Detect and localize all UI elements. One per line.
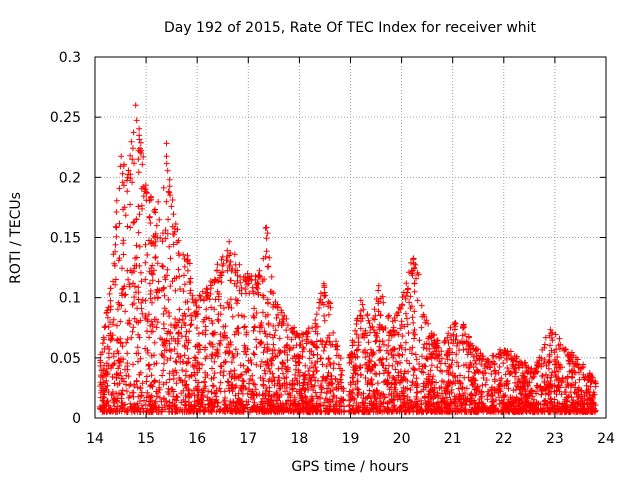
x-tick-label: 16	[188, 431, 206, 447]
x-axis-label: GPS time / hours	[291, 459, 408, 475]
x-tick-label: 24	[597, 431, 615, 447]
data-points	[97, 102, 599, 415]
roti-points	[97, 102, 599, 415]
y-tick-label: 0.1	[59, 291, 81, 307]
grid	[95, 57, 606, 418]
x-tick-label: 15	[137, 431, 155, 447]
y-tick-label: 0.15	[50, 231, 81, 247]
y-tick-label: 0.2	[59, 170, 81, 186]
x-tick-label: 20	[393, 431, 411, 447]
x-tick-label: 17	[239, 431, 257, 447]
y-tick-label: 0.3	[59, 50, 81, 66]
y-tick-label: 0.05	[50, 351, 81, 367]
axes: 14 15 16 17 18 19 20 21 22 23 24 0 0.05 0.1 0.15 0.2 0.2…	[50, 50, 615, 447]
y-tick-label: 0	[72, 411, 81, 427]
y-axis-label: ROTI / TECUs	[8, 192, 24, 284]
x-tick-label: 18	[290, 431, 308, 447]
x-tick-label: 19	[342, 431, 360, 447]
x-tick-label: 21	[444, 431, 462, 447]
chart-title: Day 192 of 2015, Rate Of TEC Index for r…	[164, 20, 537, 36]
x-tick-label: 14	[86, 431, 104, 447]
y-tick-label: 0.25	[50, 110, 81, 126]
x-tick-label: 22	[495, 431, 513, 447]
x-tick-label: 23	[546, 431, 564, 447]
